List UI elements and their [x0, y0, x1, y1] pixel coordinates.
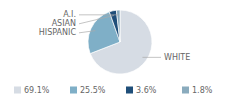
leader-line — [79, 15, 114, 23]
chart: A.I.ASIANHISPANIC WHITE 69.1% 25.5% 3.6% 1.8% — [0, 0, 240, 100]
annotation: A.I. — [63, 10, 76, 19]
annotation: WHITE — [164, 53, 190, 62]
leader-line — [79, 31, 95, 33]
legend-swatch — [182, 87, 189, 94]
annotations: A.I.ASIANHISPANIC WHITE — [39, 10, 190, 62]
legend: 69.1% 25.5% 3.6% 1.8% — [14, 86, 213, 95]
legend-label: 69.1% — [24, 86, 50, 95]
legend-label: 25.5% — [80, 86, 106, 95]
leader-line — [79, 14, 118, 15]
legend-swatch — [70, 87, 77, 94]
annotation: HISPANIC — [39, 28, 77, 37]
legend-label: 1.8% — [192, 86, 213, 95]
legend-swatch — [126, 87, 133, 94]
legend-label: 3.6% — [136, 86, 157, 95]
legend-swatch — [14, 87, 21, 94]
annotation: ASIAN — [52, 19, 76, 28]
leader-line — [142, 57, 161, 58]
